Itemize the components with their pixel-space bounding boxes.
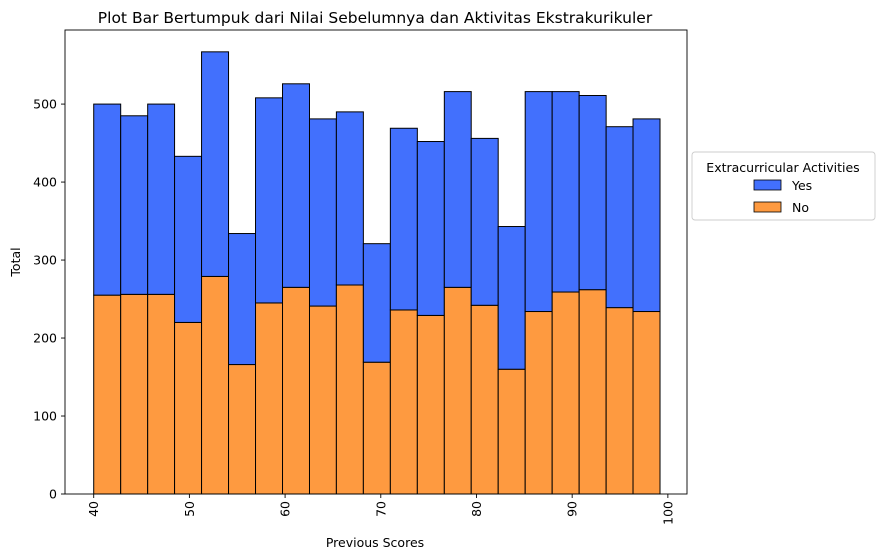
- bar-no-4: [201, 275, 230, 495]
- legend-frame: [691, 151, 876, 221]
- x-tick-label: 50: [182, 501, 197, 517]
- bar-no-12: [416, 314, 445, 495]
- x-tick-label: 60: [278, 501, 293, 517]
- x-tick-label: 90: [565, 501, 580, 517]
- legend-title: Extracurricular Activities: [706, 160, 859, 175]
- bar-no-8: [308, 305, 337, 495]
- bar-no-17: [551, 291, 580, 495]
- bar-yes-12: [416, 141, 445, 316]
- y-tick-label: 0: [49, 487, 57, 502]
- bar-no-14: [470, 304, 499, 495]
- bar-yes-16: [524, 91, 553, 313]
- bar-yes-15: [497, 226, 526, 370]
- bar-yes-3: [174, 155, 203, 323]
- bar-no-10: [362, 361, 391, 495]
- legend-label-no: No: [792, 200, 809, 215]
- legend-label-yes: Yes: [791, 178, 812, 193]
- bar-yes-9: [335, 111, 364, 286]
- bar-yes-20: [632, 118, 661, 313]
- x-axis-ticks: 40 50 60 70 80 90 100: [86, 494, 675, 525]
- bar-yes-10: [362, 243, 391, 363]
- x-axis-label: Previous Scores: [326, 535, 424, 550]
- bar-yes-4: [201, 51, 230, 277]
- bar-yes-17: [551, 91, 580, 293]
- y-tick-label: 500: [33, 97, 57, 112]
- bar-yes-0: [93, 103, 122, 296]
- x-tick-label: 70: [373, 501, 388, 517]
- bar-yes-8: [308, 118, 337, 307]
- bar-yes-14: [470, 137, 499, 306]
- chart-title: Plot Bar Bertumpuk dari Nilai Sebelumnya…: [98, 9, 653, 27]
- bar-yes-6: [255, 97, 284, 304]
- bar-no-5: [228, 364, 257, 495]
- x-tick-label: 40: [86, 501, 101, 517]
- y-tick-label: 100: [33, 409, 57, 424]
- x-tick-label: 80: [469, 501, 484, 517]
- bar-no-6: [255, 302, 284, 495]
- y-tick-label: 400: [33, 175, 57, 190]
- y-tick-label: 200: [33, 331, 57, 346]
- bar-no-11: [389, 309, 418, 495]
- plot-frame: [64, 29, 688, 495]
- bar-yes-18: [578, 95, 607, 291]
- bar-no-18: [578, 289, 607, 495]
- x-tick-label: 100: [660, 501, 675, 525]
- bar-yes-19: [605, 126, 634, 309]
- bar-no-7: [282, 286, 310, 495]
- bar-no-1: [120, 293, 149, 495]
- y-tick-label: 300: [33, 253, 57, 268]
- bar-yes-7: [282, 83, 310, 288]
- legend: Extracurricular Activities Yes No: [691, 151, 876, 221]
- bar-no-20: [632, 311, 661, 495]
- bar-yes-1: [120, 115, 149, 295]
- bar-yes-13: [443, 91, 472, 288]
- bar-no-2: [147, 293, 176, 495]
- legend-swatch-yes: [753, 179, 782, 191]
- bar-no-0: [93, 294, 122, 495]
- bar-no-3: [174, 321, 203, 495]
- bar-yes-5: [228, 233, 257, 366]
- bar-yes-11: [389, 127, 418, 311]
- bar-no-13: [443, 286, 472, 495]
- y-axis-label: Total: [8, 247, 23, 277]
- y-axis-ticks: 0 100 200 300 400 500: [33, 97, 65, 502]
- bar-no-9: [335, 284, 364, 495]
- bar-no-19: [605, 307, 634, 495]
- bar-yes-2: [147, 103, 176, 295]
- bars-group: [93, 51, 661, 495]
- bar-no-15: [497, 368, 526, 495]
- legend-swatch-no: [753, 201, 782, 213]
- bar-no-16: [524, 311, 553, 495]
